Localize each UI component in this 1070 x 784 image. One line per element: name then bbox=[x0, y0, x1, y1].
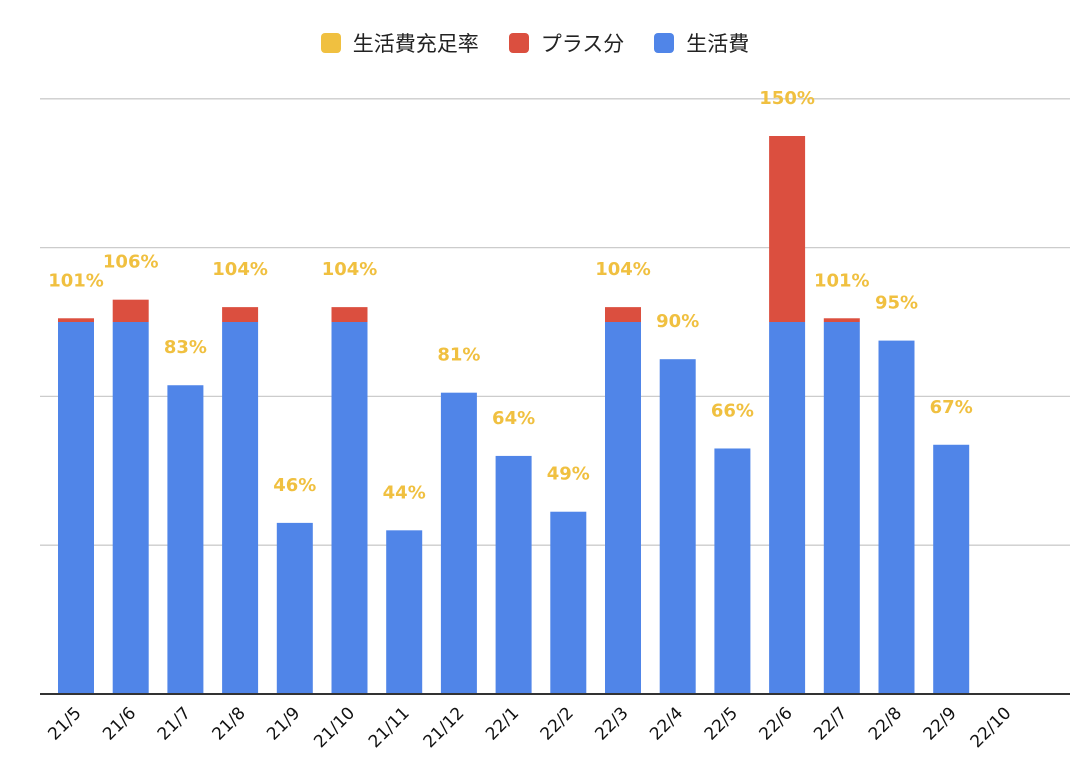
legend-label-living: 生活費 bbox=[686, 32, 750, 56]
rate-data-label: 64% bbox=[492, 408, 535, 429]
rate-data-label: 67% bbox=[930, 397, 973, 418]
x-tick-label: 22/1 bbox=[482, 703, 523, 744]
legend-item-living: 生活費 bbox=[654, 28, 749, 58]
bar-living bbox=[222, 322, 259, 694]
legend-item-plus: プラス分 bbox=[508, 28, 625, 58]
x-tick-label: 22/4 bbox=[646, 703, 687, 744]
x-tick-label: 21/8 bbox=[208, 703, 249, 744]
rate-data-label: 66% bbox=[711, 400, 754, 421]
bar-living bbox=[276, 522, 313, 694]
bar-plus bbox=[112, 299, 149, 322]
x-tick-label: 21/7 bbox=[154, 703, 195, 744]
bar-living bbox=[386, 530, 423, 694]
bar-living bbox=[495, 455, 532, 694]
legend-swatch-plus bbox=[508, 33, 529, 53]
rate-data-label: 104% bbox=[322, 259, 378, 280]
rate-data-label: 106% bbox=[103, 252, 159, 273]
bar-living bbox=[440, 392, 477, 694]
x-tick-label: 21/10 bbox=[310, 703, 359, 752]
legend: 生活費充足率 プラス分 生活費 bbox=[0, 28, 1070, 58]
bar-plus bbox=[58, 318, 94, 322]
bar-living bbox=[769, 322, 806, 694]
x-tick-label: 21/11 bbox=[365, 703, 414, 752]
x-tick-label: 22/9 bbox=[920, 703, 961, 744]
x-tick-label: 22/7 bbox=[810, 703, 851, 744]
rate-data-label: 104% bbox=[595, 259, 651, 280]
bar-living bbox=[167, 385, 204, 694]
x-tick-label: 22/2 bbox=[537, 703, 578, 744]
rate-data-label: 83% bbox=[164, 337, 207, 358]
x-tick-label: 22/5 bbox=[701, 703, 742, 744]
bar-living bbox=[550, 511, 587, 694]
rate-data-label: 49% bbox=[547, 464, 590, 485]
rate-data-label: 44% bbox=[383, 482, 426, 503]
x-tick-label: 21/9 bbox=[263, 703, 304, 744]
rate-data-label: 150% bbox=[759, 88, 815, 109]
bar-living bbox=[878, 340, 915, 694]
x-tick-label: 21/12 bbox=[420, 703, 469, 752]
bar-plus bbox=[605, 307, 641, 322]
x-tick-label: 22/3 bbox=[591, 703, 632, 744]
bar-plus bbox=[222, 307, 259, 322]
rate-data-label: 101% bbox=[814, 270, 870, 291]
bar-living bbox=[933, 444, 970, 694]
bar-living bbox=[605, 322, 641, 694]
rate-data-label: 81% bbox=[437, 345, 480, 366]
legend-label-rate: 生活費充足率 bbox=[352, 32, 479, 56]
legend-label-plus: プラス分 bbox=[540, 32, 625, 56]
rate-data-label: 95% bbox=[875, 293, 918, 314]
bar-living bbox=[823, 322, 860, 694]
x-tick-label: 21/5 bbox=[44, 703, 85, 744]
bar-living bbox=[112, 322, 149, 694]
legend-swatch-living bbox=[654, 33, 675, 53]
legend-swatch-rate bbox=[320, 33, 341, 53]
rate-data-label: 104% bbox=[212, 259, 268, 280]
legend-item-rate: 生活費充足率 bbox=[320, 28, 479, 58]
rate-data-label: 46% bbox=[273, 475, 316, 496]
x-tick-label: 22/10 bbox=[967, 703, 1016, 752]
x-tick-label: 21/6 bbox=[99, 703, 140, 744]
rate-data-label: 101% bbox=[48, 270, 104, 291]
bar-living bbox=[714, 448, 751, 694]
bar-plus bbox=[769, 136, 806, 322]
bar-living bbox=[659, 359, 696, 694]
bar-plus bbox=[331, 307, 368, 322]
rate-data-label: 90% bbox=[656, 311, 699, 332]
bar-living bbox=[58, 322, 94, 694]
x-tick-label: 22/8 bbox=[865, 703, 906, 744]
bar-plus bbox=[823, 318, 860, 322]
bar-living bbox=[331, 322, 368, 694]
x-tick-label: 22/6 bbox=[755, 703, 796, 744]
